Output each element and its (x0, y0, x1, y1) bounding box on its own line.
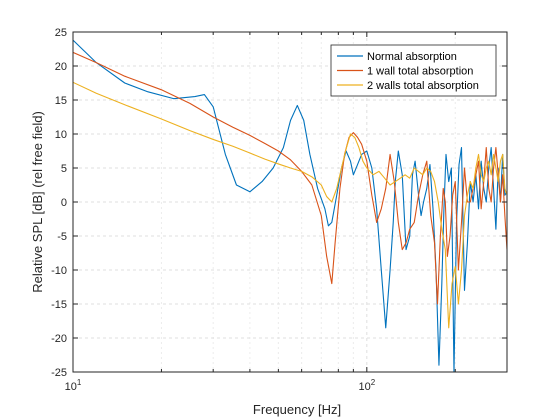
x-tick-label: 101 (65, 378, 82, 393)
legend-label-1: 1 wall total absorption (367, 66, 473, 78)
legend-label-2: 2 walls total absorption (367, 80, 479, 92)
series-lines (73, 39, 507, 372)
y-tick-label: -10 (51, 265, 67, 277)
x-axis-label: Frequency [Hz] (253, 402, 341, 417)
series-line-2 (73, 81, 507, 329)
y-tick-label: 10 (55, 129, 67, 141)
y-tick-label: -25 (51, 367, 67, 379)
y-tick-label: -5 (57, 231, 67, 243)
y-tick-label: 0 (61, 197, 67, 209)
y-axis-label: Relative SPL [dB] (rel free field) (30, 111, 45, 293)
series-line-0 (73, 39, 507, 372)
y-tick-label: 25 (55, 27, 67, 39)
y-tick-label: -15 (51, 299, 67, 311)
x-tick-label: 102 (358, 378, 375, 393)
y-tick-label: -20 (51, 333, 67, 345)
legend: Normal absorption 1 wall total absorption… (330, 44, 497, 97)
axis-ticks (72, 31, 508, 373)
legend-label-0: Normal absorption (367, 51, 457, 63)
y-tick-label: 15 (55, 95, 67, 107)
y-tick-label: 20 (55, 61, 67, 73)
series-line-1 (73, 51, 507, 305)
y-tick-label: 5 (61, 163, 67, 175)
